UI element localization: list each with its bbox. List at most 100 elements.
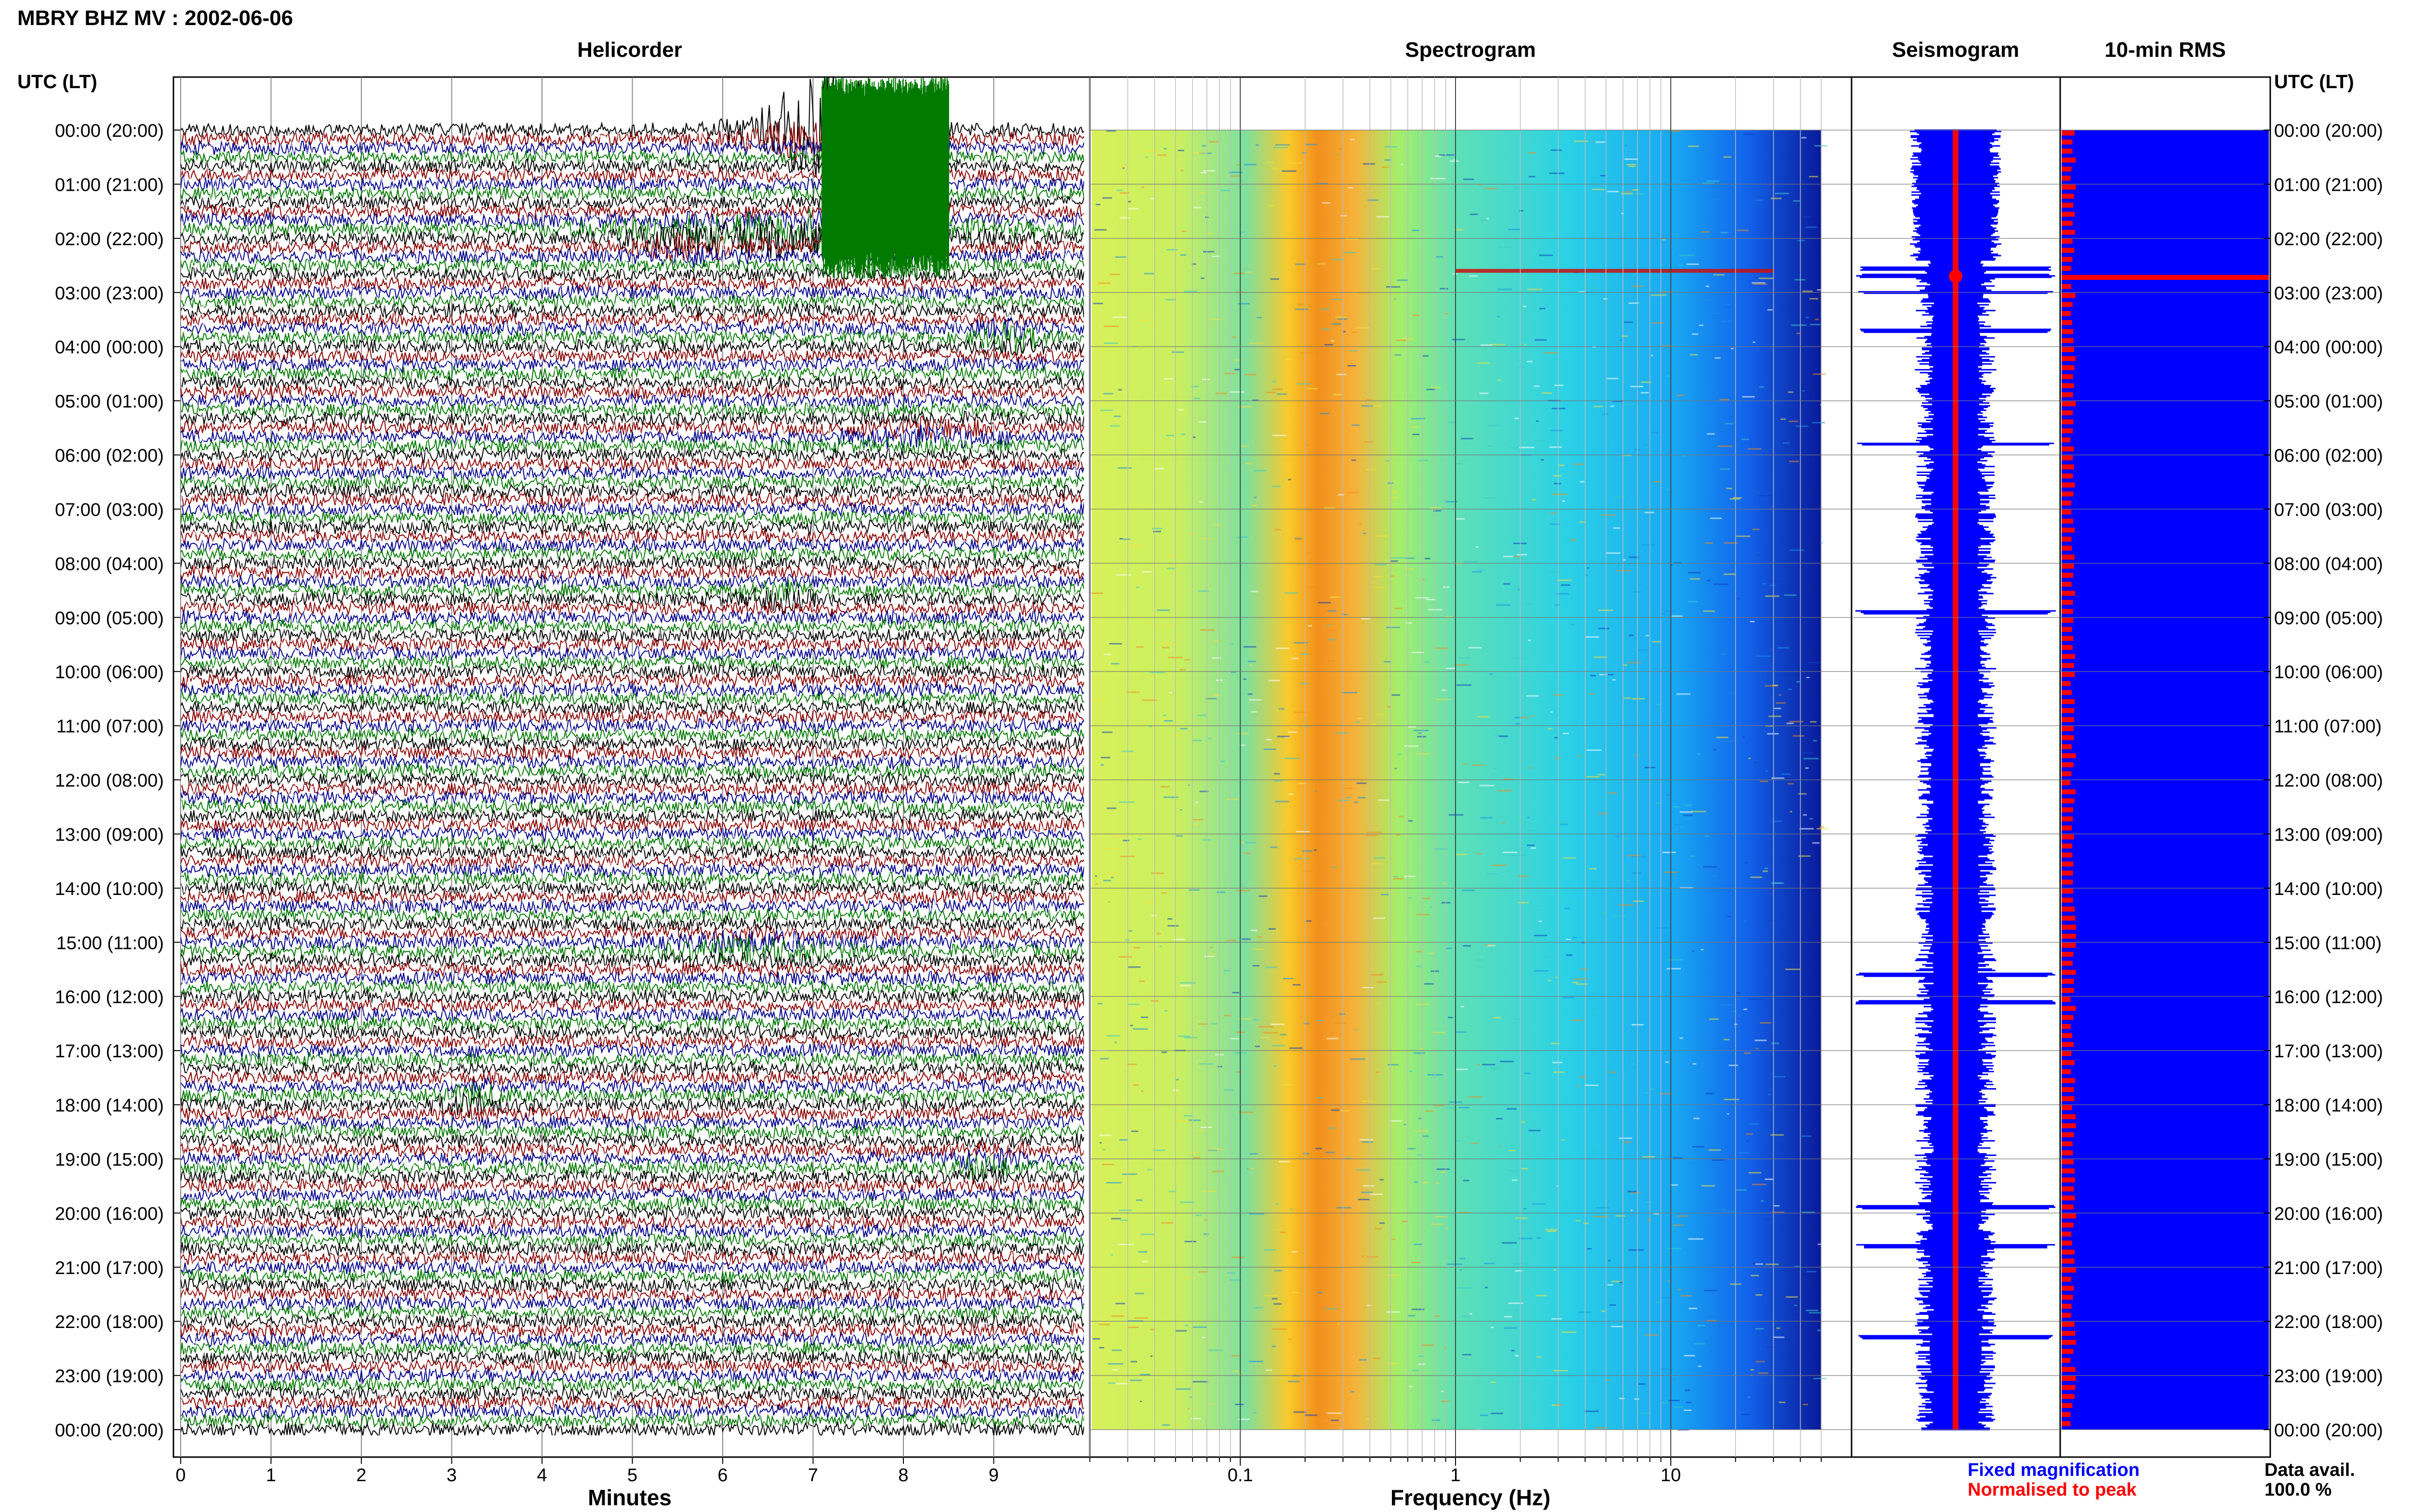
spectrogram-streak bbox=[1366, 834, 1377, 836]
time-label-left: 09:00 (05:00) bbox=[55, 608, 164, 629]
spectrogram-streak bbox=[1165, 434, 1174, 436]
helicorder-noise bbox=[196, 718, 1078, 724]
spectrogram-streak bbox=[1288, 1381, 1300, 1382]
helicorder-trace bbox=[181, 789, 1084, 807]
spectrogram-streak bbox=[1416, 1003, 1430, 1005]
spectrogram-streak bbox=[1704, 1289, 1717, 1291]
spectrogram-streak bbox=[1099, 1134, 1112, 1136]
spectrogram-streak bbox=[1797, 240, 1805, 241]
spectrogram-streak bbox=[1127, 208, 1139, 210]
spectrogram-streak bbox=[1527, 816, 1530, 818]
spectrogram-streak bbox=[1783, 442, 1790, 444]
spectrogram-streak bbox=[1366, 1256, 1378, 1258]
helicorder-trace bbox=[181, 1015, 1084, 1033]
spectrogram-streak bbox=[1141, 186, 1145, 188]
spectrogram-streak bbox=[1434, 155, 1442, 157]
spectrogram-streak bbox=[1527, 289, 1543, 290]
spectrogram-streak bbox=[1343, 787, 1353, 789]
spectrogram-streak bbox=[1586, 749, 1602, 751]
right-axis-label: UTC (LT) bbox=[2274, 71, 2354, 92]
helicorder-noise bbox=[181, 1314, 1080, 1320]
helicorder-noise bbox=[184, 285, 1084, 291]
rms-normalised-bar bbox=[2062, 527, 2075, 533]
spectrogram-streak bbox=[1547, 1230, 1556, 1232]
spectrogram-streak bbox=[1480, 220, 1486, 221]
spectrogram-streak bbox=[1491, 1327, 1494, 1328]
spectrogram-streak bbox=[1530, 715, 1535, 717]
spectrogram-streak bbox=[1597, 813, 1608, 815]
spectrogram-streak bbox=[1118, 389, 1122, 391]
helicorder-trace bbox=[181, 1213, 1084, 1231]
spectrogram-streak bbox=[1758, 1372, 1769, 1374]
spectrogram-streak bbox=[1794, 1304, 1797, 1306]
helicorder-trace bbox=[181, 1240, 1084, 1259]
helicorder-trace bbox=[181, 618, 1084, 635]
spectrogram-streak bbox=[1184, 1115, 1192, 1117]
spectrogram-streak bbox=[1500, 1061, 1514, 1063]
spectrogram-streak bbox=[1615, 1215, 1626, 1217]
spectrogram-streak bbox=[1622, 1141, 1631, 1143]
spectrogram-streak bbox=[1703, 610, 1715, 612]
spectrogram-streak bbox=[1403, 338, 1414, 340]
spectrogram-streak bbox=[1273, 1303, 1282, 1305]
spectrogram-streak bbox=[1306, 920, 1311, 922]
helicorder-trace bbox=[181, 1204, 1084, 1222]
spectrogram-streak bbox=[1314, 849, 1317, 851]
spectrogram-streak bbox=[1623, 664, 1628, 666]
helicorder-trace bbox=[181, 834, 1084, 852]
spectrogram-streak bbox=[1111, 877, 1114, 879]
spectrogram-streak bbox=[1386, 460, 1390, 462]
spectrogram-streak bbox=[1274, 1270, 1283, 1272]
spectrogram-streak bbox=[1161, 786, 1170, 788]
spectrogram-streak bbox=[1423, 355, 1429, 357]
spectrogram-streak bbox=[1793, 1311, 1800, 1313]
helicorder-noise bbox=[181, 655, 1077, 661]
spectrogram-streak bbox=[1767, 309, 1773, 311]
minutes-tick-label: 2 bbox=[356, 1465, 366, 1486]
spectrogram-streak bbox=[1360, 1139, 1373, 1141]
spectrogram-streak bbox=[1790, 811, 1792, 813]
spectrogram-streak bbox=[1526, 829, 1538, 831]
spectrogram-streak bbox=[1402, 1221, 1408, 1223]
spectrogram-streak bbox=[1504, 1327, 1517, 1329]
spectrogram-streak bbox=[1592, 140, 1595, 142]
spectrogram-streak bbox=[1499, 1145, 1501, 1147]
spectrogram-streak bbox=[1784, 594, 1797, 596]
helicorder-panel bbox=[172, 76, 1091, 1458]
spectrogram-streak bbox=[1172, 351, 1184, 353]
spectrogram-streak bbox=[1806, 1310, 1818, 1311]
spectrogram-streak bbox=[1420, 1048, 1424, 1050]
helicorder-trace bbox=[181, 870, 1084, 888]
spectrogram-streak bbox=[1407, 1148, 1416, 1150]
helicorder-trace bbox=[181, 527, 1084, 545]
spectrogram-streak bbox=[1613, 527, 1620, 529]
spectrogram-streak bbox=[1118, 956, 1132, 958]
spectrogram-streak bbox=[1103, 654, 1112, 656]
helicorder-trace bbox=[181, 283, 1084, 301]
spectrogram-streak bbox=[1519, 447, 1535, 448]
spectrogram-streak bbox=[1173, 1424, 1180, 1426]
spectrogram-streak bbox=[1270, 846, 1277, 848]
time-label-left: 11:00 (07:00) bbox=[56, 717, 164, 737]
spectrogram-streak bbox=[1182, 230, 1187, 232]
rms-normalised-bar bbox=[2062, 987, 2074, 993]
spectrogram-streak bbox=[1131, 1131, 1138, 1132]
spectrogram-streak bbox=[1806, 677, 1810, 678]
spectrogram-streak bbox=[1603, 298, 1608, 300]
spectrogram-streak bbox=[1521, 1168, 1528, 1170]
spectrogram-streak bbox=[1742, 736, 1745, 738]
spectrogram-streak bbox=[1272, 381, 1277, 382]
spectrogram-streak bbox=[1110, 872, 1117, 874]
spectrogram-streak bbox=[1476, 853, 1482, 855]
spectrogram-streak bbox=[1447, 1263, 1462, 1265]
minutes-tick-label: 4 bbox=[537, 1465, 547, 1486]
spectrogram-streak bbox=[1355, 1169, 1371, 1171]
spectrogram-streak bbox=[1325, 660, 1335, 662]
spectrogram-streak bbox=[1619, 1281, 1623, 1283]
spectrogram-streak bbox=[1366, 398, 1372, 400]
spectrogram-streak bbox=[1269, 680, 1280, 682]
frequency-tick-label: 0.1 bbox=[1228, 1465, 1253, 1486]
spectrogram-streak bbox=[1597, 585, 1600, 587]
spectrogram-streak bbox=[1416, 914, 1430, 916]
spectrogram-streak bbox=[1209, 953, 1217, 955]
